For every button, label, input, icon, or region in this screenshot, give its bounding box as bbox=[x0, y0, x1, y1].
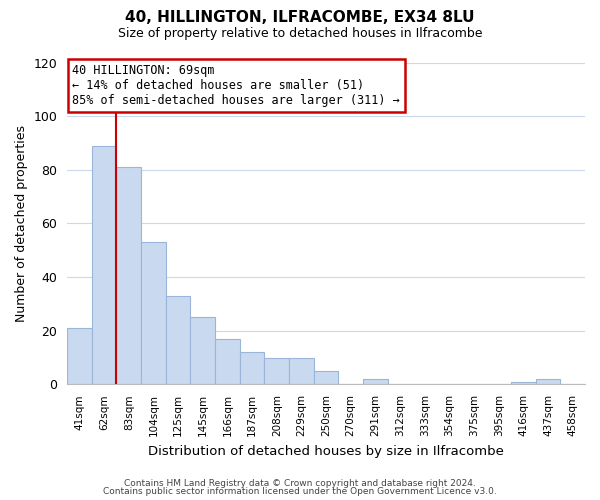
Text: Contains public sector information licensed under the Open Government Licence v3: Contains public sector information licen… bbox=[103, 487, 497, 496]
Bar bbox=[240, 352, 265, 384]
Bar bbox=[289, 358, 314, 384]
Bar bbox=[116, 167, 141, 384]
Text: Size of property relative to detached houses in Ilfracombe: Size of property relative to detached ho… bbox=[118, 28, 482, 40]
Bar bbox=[314, 371, 338, 384]
Bar bbox=[190, 318, 215, 384]
Bar bbox=[363, 379, 388, 384]
Bar bbox=[67, 328, 92, 384]
Bar bbox=[536, 379, 560, 384]
X-axis label: Distribution of detached houses by size in Ilfracombe: Distribution of detached houses by size … bbox=[148, 444, 504, 458]
Bar bbox=[215, 338, 240, 384]
Text: Contains HM Land Registry data © Crown copyright and database right 2024.: Contains HM Land Registry data © Crown c… bbox=[124, 478, 476, 488]
Bar bbox=[141, 242, 166, 384]
Bar bbox=[511, 382, 536, 384]
Text: 40, HILLINGTON, ILFRACOMBE, EX34 8LU: 40, HILLINGTON, ILFRACOMBE, EX34 8LU bbox=[125, 10, 475, 25]
Y-axis label: Number of detached properties: Number of detached properties bbox=[15, 125, 28, 322]
Text: 40 HILLINGTON: 69sqm
← 14% of detached houses are smaller (51)
85% of semi-detac: 40 HILLINGTON: 69sqm ← 14% of detached h… bbox=[73, 64, 400, 107]
Bar bbox=[92, 146, 116, 384]
Bar bbox=[265, 358, 289, 384]
Bar bbox=[166, 296, 190, 384]
